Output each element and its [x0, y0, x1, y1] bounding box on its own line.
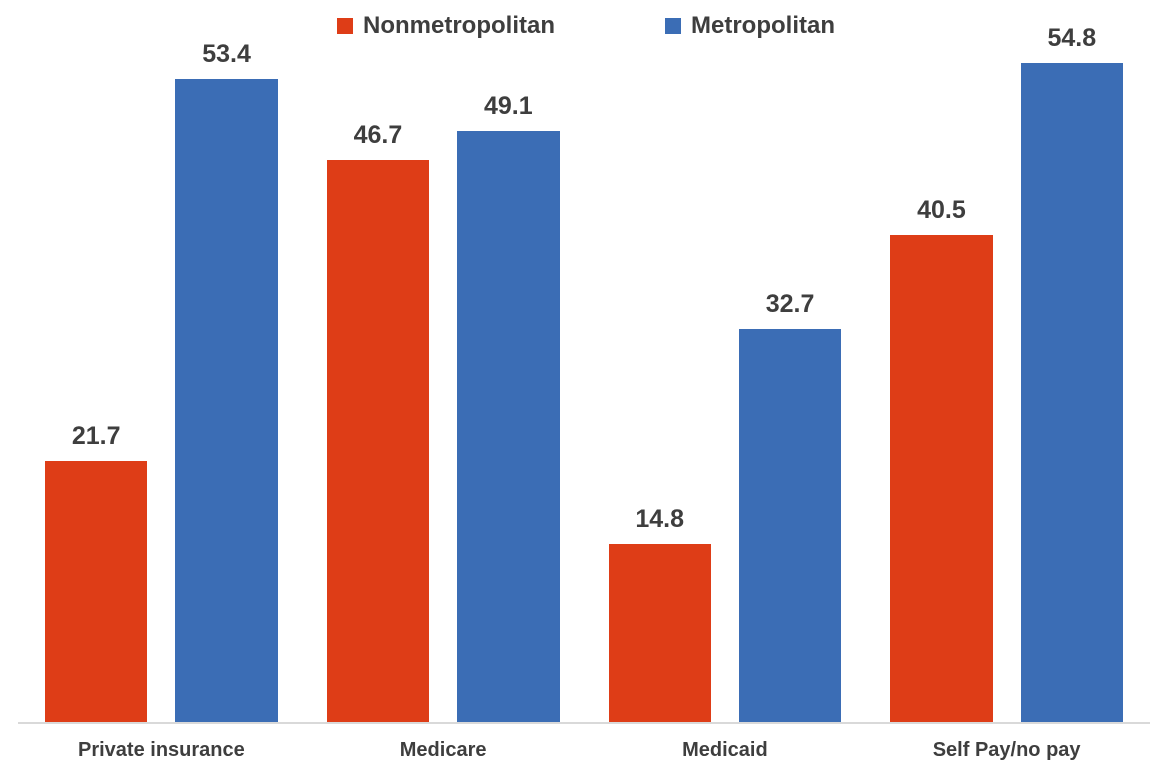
- bar-col-metropolitan-private-insurance: 53.4: [175, 0, 278, 722]
- bar-nonmetropolitan-private-insurance: [45, 461, 148, 722]
- x-axis-line: [18, 722, 1150, 724]
- bar-group-medicaid: 14.8 32.7: [608, 0, 842, 722]
- legend-swatch-nonmetropolitan-icon: [337, 18, 353, 34]
- x-axis-label-self-pay-no-pay: Self Pay/no pay: [932, 739, 1081, 761]
- x-axis-label-medicare: Medicare: [399, 739, 487, 761]
- data-label-nonmetropolitan-private-insurance: 21.7: [71, 422, 121, 450]
- legend: Nonmetropolitan Metropolitan: [0, 12, 1172, 40]
- bar-col-nonmetropolitan-private-insurance: 21.7: [45, 0, 148, 722]
- x-axis-labels: Private insurance Medicare Medicaid Self Pa…: [45, 722, 1123, 783]
- legend-label-nonmetropolitan: Nonmetropolitan: [363, 12, 555, 39]
- bar-nonmetropolitan-medicaid: [608, 544, 711, 722]
- bar-metropolitan-medicare: [457, 131, 560, 722]
- bar-metropolitan-private-insurance: [175, 79, 278, 722]
- data-label-metropolitan-medicare: 49.1: [483, 92, 533, 120]
- x-axis-label-medicaid: Medicaid: [682, 739, 768, 761]
- data-label-metropolitan-self-pay-no-pay: 54.8: [1047, 24, 1097, 52]
- legend-label-metropolitan: Metropolitan: [691, 12, 835, 39]
- bar-col-metropolitan-medicaid: 32.7: [738, 0, 842, 722]
- data-label-metropolitan-medicaid: 32.7: [765, 290, 815, 318]
- bar-nonmetropolitan-medicare: [326, 160, 430, 722]
- bar-group-private-insurance: 21.7 53.4: [45, 0, 278, 722]
- plot-area: 21.7 53.4 46.7 49.1 14.8 32.7 40.5 54.8: [45, 0, 1123, 722]
- bar-metropolitan-medicaid: [738, 329, 842, 722]
- bar-col-metropolitan-self-pay-no-pay: 54.8: [1020, 0, 1123, 722]
- bar-col-nonmetropolitan-medicaid: 14.8: [608, 0, 711, 722]
- data-label-metropolitan-private-insurance: 53.4: [202, 40, 251, 68]
- data-label-nonmetropolitan-medicaid: 14.8: [635, 505, 685, 533]
- legend-item-metropolitan: Metropolitan: [665, 12, 835, 40]
- x-axis-label-private-insurance: Private insurance: [78, 739, 245, 761]
- data-label-nonmetropolitan-medicare: 46.7: [353, 121, 403, 149]
- bar-group-self-pay-no-pay: 40.5 54.8: [890, 0, 1123, 722]
- bar-nonmetropolitan-self-pay-no-pay: [890, 235, 993, 722]
- legend-item-nonmetropolitan: Nonmetropolitan: [337, 12, 555, 40]
- legend-swatch-metropolitan-icon: [665, 18, 681, 34]
- bar-group-medicare: 46.7 49.1: [326, 0, 560, 722]
- data-label-nonmetropolitan-self-pay-no-pay: 40.5: [917, 196, 966, 224]
- bar-col-nonmetropolitan-medicare: 46.7: [326, 0, 430, 722]
- bar-col-nonmetropolitan-self-pay-no-pay: 40.5: [890, 0, 993, 722]
- bar-col-metropolitan-medicare: 49.1: [457, 0, 560, 722]
- bar-metropolitan-self-pay-no-pay: [1020, 63, 1123, 722]
